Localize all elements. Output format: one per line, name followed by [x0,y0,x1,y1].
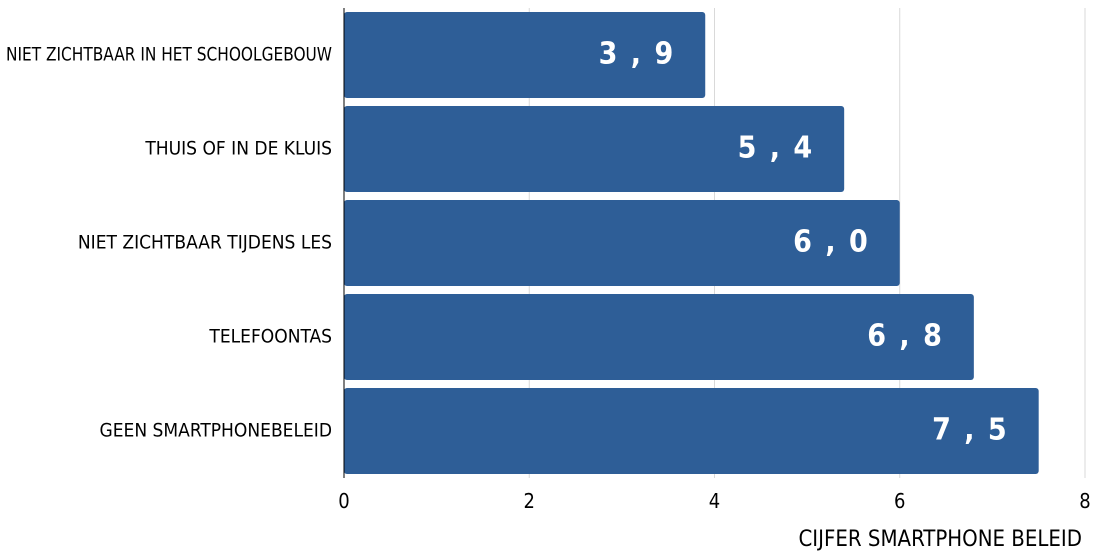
category-label-5: GEEN SMARTPHONEBELEID [99,420,332,442]
data-label-5: 7 , 5 [932,413,1009,448]
x-tick-label-0: 0 [338,489,349,513]
label-layer: NIET ZICHTBAAR IN HET SCHOOLGEBOUW 3 , 9 T… [6,37,1009,448]
x-tick-label-8: 8 [1079,489,1090,513]
x-tick-label-2: 2 [524,489,535,513]
bar-layer [344,12,1039,474]
x-tick-label-4: 4 [709,489,720,513]
category-label-1: NIET ZICHTBAAR IN HET SCHOOLGEBOUW [6,44,332,66]
category-label-4: TELEFOONTAS [208,326,332,348]
tick-layer: 0 2 4 6 8 [338,489,1090,513]
data-label-4: 6 , 8 [867,319,944,354]
data-label-2: 5 , 4 [738,131,815,166]
data-label-3: 6 , 0 [793,225,870,260]
x-axis-title: CIJFER SMARTPHONE BELEID [798,527,1082,552]
data-label-1: 3 , 9 [599,37,676,72]
bar-4 [344,294,974,380]
category-label-3: NIET ZICHTBAAR TIJDENS LES [78,232,332,254]
bar-2 [344,106,845,192]
x-tick-label-6: 6 [894,489,905,513]
category-label-2: THUIS OF IN DE KLUIS [144,138,332,160]
bar-3 [344,200,900,286]
bar-1 [344,12,706,98]
bar-5 [344,388,1039,474]
